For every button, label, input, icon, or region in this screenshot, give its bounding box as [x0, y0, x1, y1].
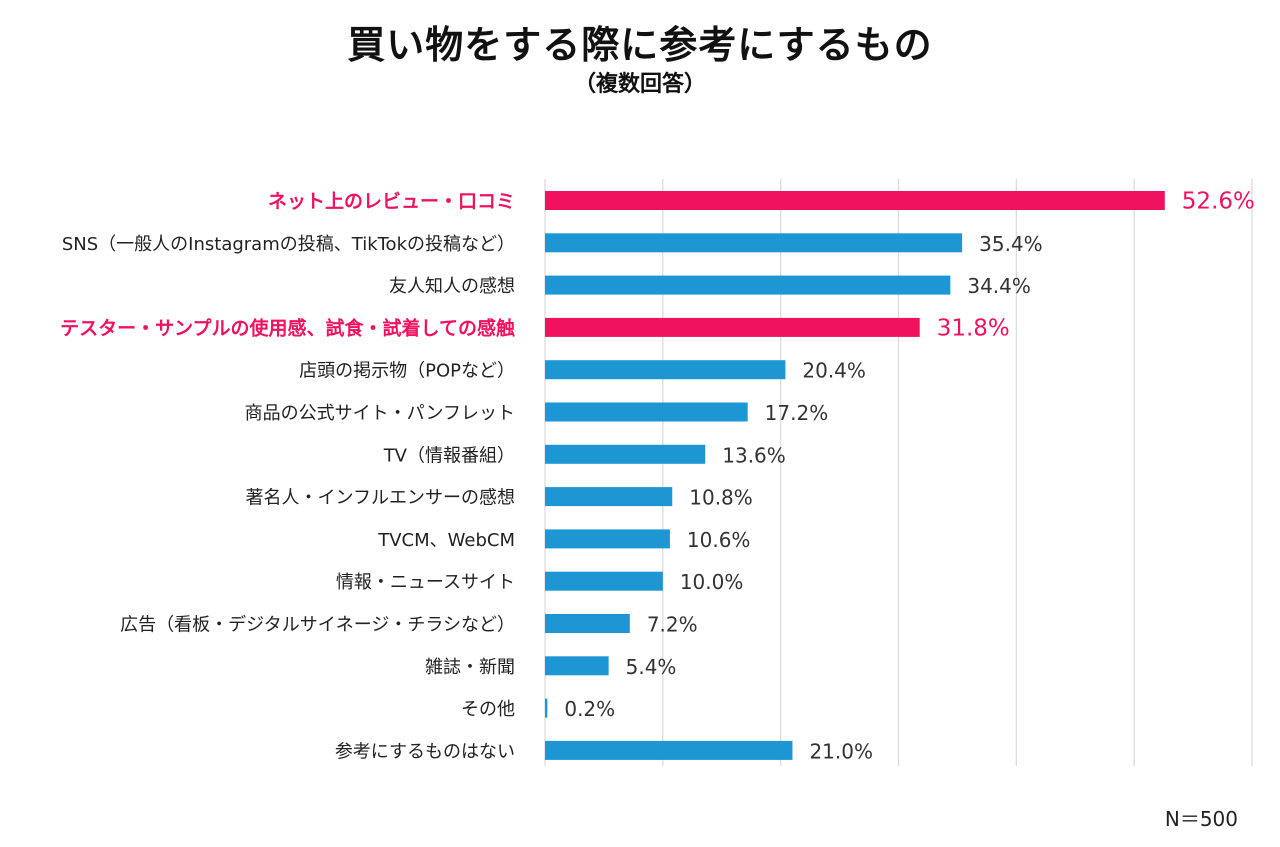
bar — [545, 317, 920, 337]
value-label: 21.0% — [809, 739, 873, 763]
value-label: 13.6% — [722, 443, 786, 467]
category-label: 店頭の掲示物（POPなど） — [299, 361, 515, 382]
bar — [545, 740, 793, 760]
bar — [545, 487, 673, 507]
category-label: SNS（一般人のInstagramの投稿、TikTokの投稿など） — [62, 234, 515, 255]
category-label: テスター・サンプルの使用感、試食・試着しての感触 — [60, 316, 515, 339]
category-label: その他 — [461, 699, 515, 720]
bar — [545, 275, 951, 295]
category-labels: ネット上のレビュー・口コミ SNS（一般人のInstagramの投稿、TikTok… — [60, 191, 515, 763]
category-label: 商品の公式サイト・パンフレット — [245, 403, 515, 424]
bar — [545, 698, 548, 718]
value-label: 0.2% — [564, 697, 615, 721]
value-label: 52.6% — [1182, 189, 1255, 215]
category-label: 参考にするものはない — [335, 741, 515, 762]
bar — [545, 571, 663, 591]
value-label: 34.4% — [967, 274, 1031, 298]
category-label: 友人知人の感想 — [389, 276, 515, 297]
bar — [545, 529, 670, 549]
value-labels: 52.6% 35.4% 34.4% 31.8% 20.4% 17.2% 13.6% 10.8%… — [564, 189, 1255, 764]
bar-series — [545, 191, 1165, 760]
chart-title: 買い物をする際に参考にするもの — [347, 23, 933, 67]
category-label: 広告（看板・デジタルサイネージ・チラシなど） — [120, 615, 515, 636]
chart-subtitle: （複数回答） — [573, 72, 706, 97]
bar — [545, 402, 748, 422]
bar — [545, 191, 1165, 210]
category-label: TVCM、WebCM — [377, 530, 515, 551]
value-label: 7.2% — [647, 613, 698, 637]
category-label: TV（情報番組） — [383, 445, 515, 466]
category-label: 著名人・インフルエンサーの感想 — [246, 488, 515, 509]
bar — [545, 614, 630, 633]
sample-size-note: N＝500 — [1164, 807, 1238, 831]
value-label: 35.4% — [979, 232, 1043, 256]
value-label: 17.2% — [765, 401, 829, 425]
category-label: 雑誌・新聞 — [425, 657, 515, 678]
category-label: ネット上のレビュー・口コミ — [268, 191, 515, 213]
value-label: 20.4% — [802, 359, 866, 383]
bar — [545, 360, 786, 380]
bar — [545, 656, 609, 676]
value-label: 10.0% — [680, 570, 744, 594]
value-label: 31.8% — [937, 315, 1010, 341]
value-label: 5.4% — [626, 655, 677, 679]
value-label: 10.6% — [687, 528, 751, 552]
value-label: 10.8% — [689, 486, 753, 510]
bar — [545, 444, 706, 464]
bar — [545, 233, 963, 253]
category-label: 情報・ニュースサイト — [336, 572, 515, 593]
